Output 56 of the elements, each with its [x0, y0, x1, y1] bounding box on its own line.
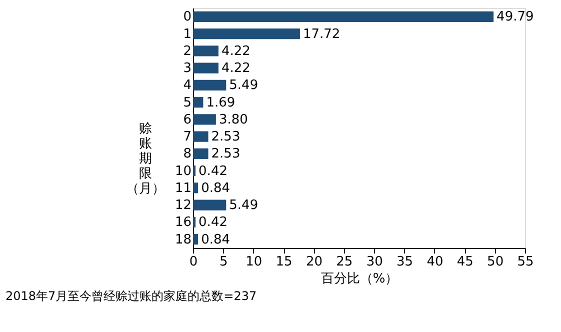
- y-tick-label: 18: [174, 232, 192, 248]
- bar: [193, 148, 208, 159]
- y-tick-label: 6: [183, 112, 192, 128]
- x-tick-label: 25: [336, 254, 353, 270]
- data-label: 0.84: [201, 232, 230, 248]
- y-tick-label: 12: [174, 198, 192, 214]
- data-label: 5.49: [229, 78, 258, 94]
- bar: [193, 97, 204, 108]
- x-tick-label: 5: [220, 254, 228, 270]
- y-tick-label: 8: [183, 146, 192, 162]
- bar: [193, 165, 196, 176]
- bar: [193, 182, 198, 194]
- x-axis-title: 百分比（%）: [320, 272, 398, 286]
- x-tick-label: 55: [517, 254, 534, 270]
- bar: [193, 114, 216, 125]
- x-tick-label: 10: [246, 254, 262, 270]
- data-label: 0.42: [198, 164, 228, 179]
- y-tick-label: 5: [183, 95, 192, 110]
- bar: [193, 62, 218, 74]
- data-label: 2.53: [211, 146, 240, 162]
- x-tick-label: 50: [487, 254, 504, 270]
- x-tick-label: 40: [426, 254, 444, 270]
- text: 2018年7月至今曾经赊过账的家庭的总数=237: [6, 289, 257, 303]
- data-label: 0.42: [198, 215, 228, 230]
- data-label: 5.49: [229, 198, 258, 214]
- x-tick-label: 15: [276, 254, 292, 270]
- y-tick-label: 0: [183, 10, 192, 25]
- y-tick-label: 1: [183, 26, 192, 42]
- data-label: 4.22: [221, 44, 250, 59]
- y-tick-label: 3: [183, 61, 192, 76]
- bar: [193, 80, 226, 91]
- bar: [193, 216, 196, 228]
- bar: [193, 28, 300, 40]
- x-tick-label: 45: [456, 254, 474, 270]
- x-tick-label: 30: [366, 254, 383, 270]
- data-label: 17.72: [302, 26, 340, 42]
- x-tick-label: 35: [396, 254, 414, 270]
- y-tick-label: 2: [183, 44, 192, 59]
- bar: [193, 200, 226, 210]
- y-tick-label: 16: [174, 215, 192, 230]
- bar: [193, 131, 208, 142]
- bar: [193, 11, 494, 22]
- y-tick-label: 11: [174, 180, 192, 196]
- data-label: 4.22: [221, 61, 250, 76]
- y-axis-title: 赊账期限（月）: [126, 122, 165, 196]
- data-label: 3.80: [218, 112, 248, 128]
- y-tick-label: 7: [183, 130, 192, 145]
- x-tick-label: 20: [306, 254, 322, 270]
- data-label: 2.53: [211, 130, 240, 145]
- y-tick-label: 10: [174, 164, 192, 179]
- bar: [193, 234, 198, 245]
- y-tick-label: 4: [183, 78, 192, 94]
- bar: [193, 46, 218, 56]
- data-label: 49.79: [496, 10, 534, 25]
- data-label: 1.69: [206, 95, 236, 110]
- data-label: 0.84: [201, 180, 230, 196]
